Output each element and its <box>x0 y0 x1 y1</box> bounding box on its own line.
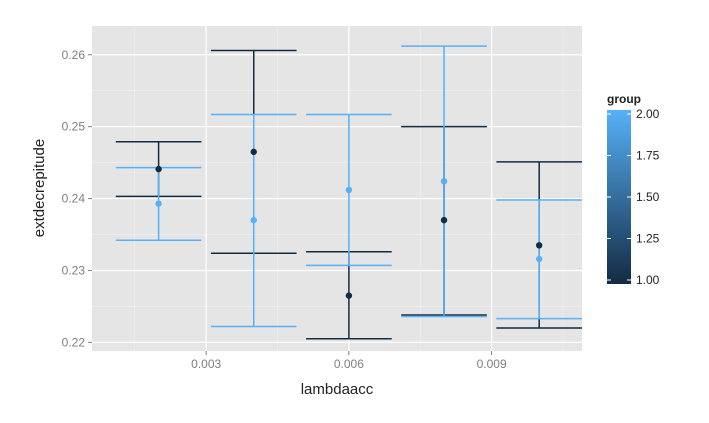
x-tick-label: 0.003 <box>191 357 221 371</box>
legend-title: group <box>607 92 641 106</box>
x-axis-title: lambdaacc <box>301 381 374 398</box>
y-tick-label: 0.22 <box>62 335 86 349</box>
y-axis: 0.22 0.23 0.24 0.25 0.26 <box>62 48 92 349</box>
data-point <box>535 255 543 263</box>
data-point <box>440 178 448 185</box>
plot-panel <box>92 26 582 351</box>
y-tick-label: 0.25 <box>62 120 86 134</box>
y-axis-title: extdecrepitude <box>31 139 48 237</box>
data-point <box>250 216 257 224</box>
y-tick-label: 0.26 <box>62 48 86 62</box>
y-tick-label: 0.24 <box>62 192 86 206</box>
series-points-1 <box>155 148 543 299</box>
legend-tick-label: 2.00 <box>636 107 660 121</box>
legend-tick-label: 1.00 <box>636 273 660 287</box>
gridlines <box>92 26 582 351</box>
y-tick-label: 0.23 <box>62 263 86 277</box>
data-point <box>250 148 257 156</box>
series-group-2 <box>115 45 582 328</box>
legend-ticks: 1.00 1.25 1.50 1.75 2.00 <box>607 107 660 287</box>
data-point <box>345 292 353 299</box>
data-point <box>155 165 162 173</box>
x-tick-label: 0.006 <box>334 357 364 371</box>
data-point <box>345 186 353 194</box>
data-point <box>535 242 543 249</box>
legend-tick-label: 1.75 <box>636 149 660 163</box>
series-points-2 <box>155 178 543 263</box>
x-axis: 0.003 0.006 0.009 <box>191 351 507 371</box>
x-tick-label: 0.009 <box>477 357 507 371</box>
legend-tick-label: 1.25 <box>636 232 660 246</box>
legend-tick-label: 1.50 <box>636 190 660 204</box>
data-point <box>440 216 448 224</box>
error-bar-layer <box>115 45 582 340</box>
data-point <box>155 200 162 207</box>
legend: group 1.00 1.25 1.50 1.75 2.00 <box>607 92 660 287</box>
